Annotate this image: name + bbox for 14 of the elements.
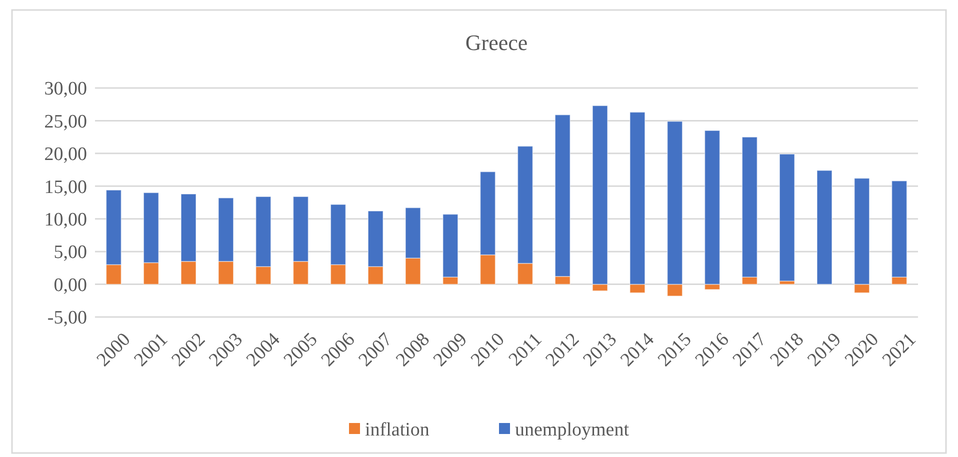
x-tick-label: 2011 — [504, 329, 546, 370]
y-tick-label: 15,00 — [44, 176, 87, 198]
y-tick-label: 10,00 — [44, 210, 87, 231]
bar — [816, 170, 832, 285]
y-tick-label: -5,00 — [47, 308, 87, 329]
y-tick-label: 20,00 — [44, 144, 87, 166]
y-tick-label: 5,00 — [54, 242, 87, 264]
y-tick-label: 0,00 — [54, 274, 87, 296]
chart-title: Greece — [465, 30, 528, 55]
y-tick-label: 30,00 — [44, 78, 87, 100]
bar — [779, 154, 795, 282]
legend-label: unemployment — [515, 420, 630, 441]
legend-label: inflation — [365, 420, 430, 441]
y-tick-label: 25,00 — [44, 111, 87, 132]
